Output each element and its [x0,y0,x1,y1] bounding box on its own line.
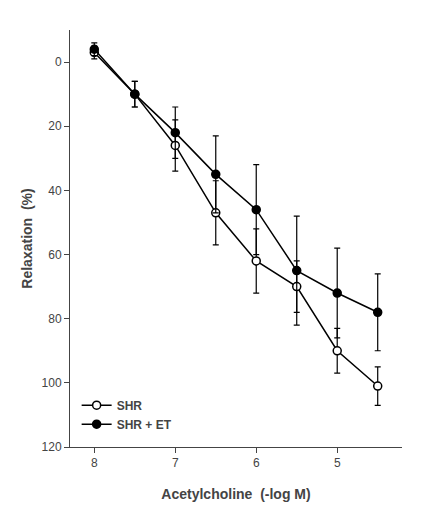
svg-text:8: 8 [91,456,98,470]
svg-text:20: 20 [48,119,62,133]
svg-text:80: 80 [48,312,62,326]
svg-text:Acetylcholine (-log M): Acetylcholine (-log M) [161,486,310,502]
svg-text:120: 120 [42,440,62,454]
svg-text:100: 100 [42,376,62,390]
svg-text:0: 0 [55,55,62,69]
svg-text:Relaxation (%): Relaxation (%) [19,188,35,288]
svg-text:7: 7 [172,456,179,470]
svg-text:SHR + ET: SHR + ET [117,418,172,432]
svg-text:5: 5 [334,456,341,470]
svg-text:SHR: SHR [117,399,143,413]
svg-text:6: 6 [253,456,260,470]
svg-text:60: 60 [48,248,62,262]
svg-text:40: 40 [48,184,62,198]
